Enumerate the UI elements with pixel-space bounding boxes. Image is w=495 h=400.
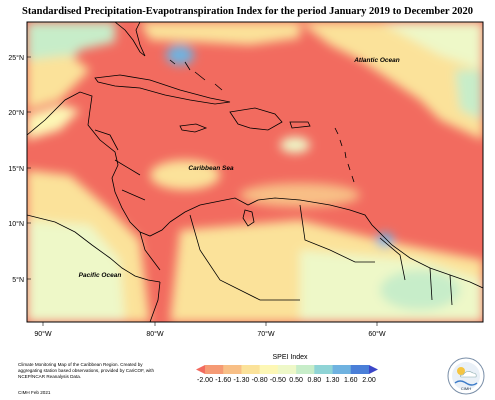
sun-icon (457, 367, 465, 375)
legend-swatch-max (369, 365, 378, 374)
map-frame (26, 21, 484, 323)
legend-label: 0.80 (308, 377, 322, 384)
atlantic-ocean-label: Atlantic Ocean (353, 57, 400, 64)
legend-swatch (332, 365, 352, 374)
legend-swatch (241, 365, 260, 374)
pacific-ocean-label: Pacific Ocean (79, 272, 122, 279)
legend-label: 1.60 (344, 377, 358, 384)
map-credit-date: CIMH Feb 2021 (18, 390, 51, 395)
legend-label: 0.50 (289, 377, 303, 384)
legend-swatch-min (196, 365, 205, 374)
logo-text: CIMH (461, 386, 471, 391)
lat-tick-25n: 25°N (8, 54, 24, 62)
legend-label: 2.00 (362, 377, 376, 384)
lon-tick-60w: 60°W (368, 330, 386, 338)
lon-tick-90w: 90°W (34, 330, 52, 338)
lat-tick-5n: 5°N (12, 276, 24, 284)
legend-swatch (314, 365, 333, 374)
legend-swatch (296, 365, 315, 374)
lon-tick-70w: 70°W (257, 330, 275, 338)
legend-label: -0.80 (252, 377, 268, 384)
legend-labels: -2.00 -1.60 -1.30 -0.80 -0.50 0.50 0.80 1.30 1.6… (197, 377, 376, 384)
legend-label: -1.60 (215, 377, 231, 384)
cloud-icon (460, 371, 477, 378)
legend-title: SPEI Index (272, 354, 308, 361)
lat-tick-15n: 15°N (8, 165, 24, 173)
lat-tick-10n: 10°N (8, 220, 24, 228)
longitude-axis: 90°W 80°W 70°W 60°W (34, 322, 386, 338)
legend-swatch (277, 365, 297, 374)
lon-tick-80w: 80°W (146, 330, 164, 338)
legend-swatch (350, 365, 370, 374)
legend-swatch (205, 365, 224, 374)
legend-swatch (259, 365, 279, 374)
caribbean-sea-label: Caribbean Sea (188, 165, 234, 172)
latitude-axis: 25°N 20°N 15°N 10°N 5°N (8, 54, 31, 284)
legend-label: -2.00 (197, 377, 213, 384)
legend-colorbar (196, 365, 378, 374)
legend-label: -1.30 (233, 377, 249, 384)
cimh-logo: CIMH (447, 357, 485, 395)
wave-icon (454, 380, 478, 386)
map-title: Standardised Precipitation-Evapotranspir… (22, 6, 473, 17)
spei-field (27, 22, 483, 322)
lat-tick-20n: 20°N (8, 109, 24, 117)
legend-swatch (223, 365, 242, 374)
legend-label: 1.30 (326, 377, 340, 384)
legend-label: -0.50 (270, 377, 286, 384)
map-credit: Climate Monitoring Map of the Caribbean … (18, 362, 155, 379)
coastlines (27, 22, 483, 322)
